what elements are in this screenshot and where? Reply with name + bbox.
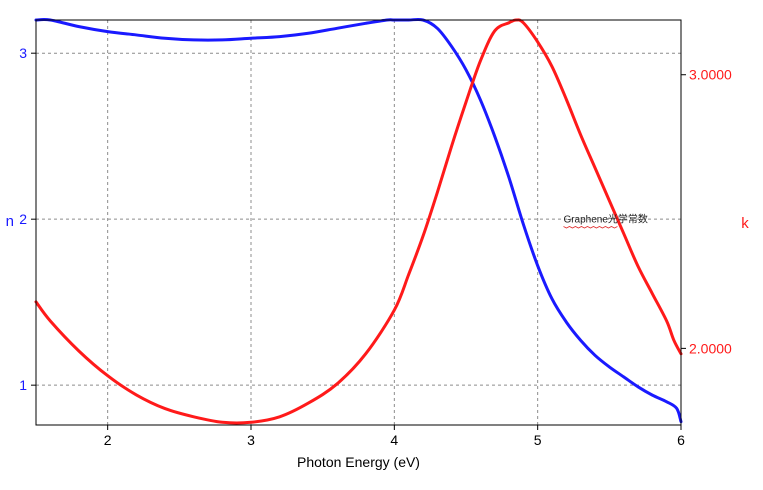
ticks: 2 3 4 5 6 1 2 3 2.0000 3.0000: [19, 45, 732, 448]
annotation-text: Graphene光学常数: [563, 213, 647, 226]
x-tick-label: 2: [104, 432, 112, 448]
x-tick-label: 3: [247, 432, 255, 448]
annotation-underline: [563, 226, 618, 229]
left-axis-title: n: [6, 213, 14, 230]
right-tick-label: 3.0000: [689, 67, 732, 83]
left-tick-label: 2: [19, 211, 27, 227]
series-line-k: [34, 18, 683, 425]
plot-frame: [35, 19, 682, 426]
series-line-n: [34, 17, 683, 424]
left-tick-label: 1: [19, 377, 27, 393]
x-tick-label: 6: [677, 432, 685, 448]
x-axis-title: Photon Energy (eV): [297, 454, 420, 470]
grid: [36, 20, 681, 425]
right-tick-label: 2.0000: [689, 340, 732, 356]
x-tick-label: 4: [390, 432, 398, 448]
x-tick-label: 5: [534, 432, 542, 448]
right-axis-title: k: [741, 215, 749, 232]
series-lines: [34, 17, 683, 425]
left-tick-label: 3: [19, 45, 27, 61]
annotation: Graphene光学常数: [563, 213, 648, 229]
